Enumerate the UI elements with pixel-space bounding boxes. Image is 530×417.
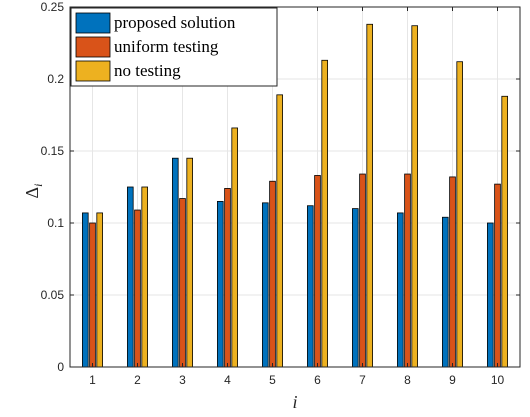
bar-no-testing-7 — [366, 23, 373, 368]
bar-no-testing-1 — [96, 212, 103, 368]
y-axis-label: Δi — [22, 184, 45, 199]
y-axis-label-main: Δ — [22, 187, 42, 199]
legend-swatch-proposed-solution — [75, 12, 111, 34]
bar-no-testing-5 — [276, 94, 283, 368]
x-tick-label-8: 8 — [404, 373, 411, 387]
plot-area-frame — [69, 6, 521, 368]
y-tick-label-5: 0.25 — [41, 0, 65, 14]
x-tick-label-1: 1 — [89, 373, 96, 387]
y-tick-label-4: 0.2 — [47, 72, 64, 86]
bar-uniform-testing-6 — [314, 175, 321, 368]
bar-proposed-solution-5 — [262, 202, 269, 368]
bar-uniform-testing-1 — [89, 222, 96, 368]
x-axis-label: i — [292, 392, 297, 412]
bar-uniform-testing-3 — [179, 198, 186, 368]
bar-no-testing-2 — [141, 186, 148, 368]
x-tick-label-4: 4 — [224, 373, 231, 387]
bar-proposed-solution-9 — [442, 216, 449, 368]
x-tick-label-6: 6 — [314, 373, 321, 387]
x-tick-label-7: 7 — [359, 373, 366, 387]
legend-label-no-testing: no testing — [114, 61, 181, 80]
bar-no-testing-9 — [456, 61, 463, 368]
bar-proposed-solution-7 — [352, 208, 359, 368]
y-tick-label-2: 0.1 — [47, 216, 64, 230]
bar-no-testing-4 — [231, 127, 238, 368]
bar-proposed-solution-4 — [217, 200, 224, 368]
x-tick-label-10: 10 — [491, 373, 505, 387]
bar-uniform-testing-8 — [404, 173, 411, 368]
legend-swatch-uniform-testing — [75, 36, 111, 58]
bar-proposed-solution-1 — [82, 212, 89, 368]
bar-uniform-testing-2 — [134, 209, 141, 368]
bar-proposed-solution-6 — [307, 205, 314, 368]
x-tick-label-5: 5 — [269, 373, 276, 387]
y-tick-label-0: 0 — [57, 360, 64, 374]
bar-uniform-testing-7 — [359, 173, 366, 368]
x-tick-label-2: 2 — [134, 373, 141, 387]
legend-label-proposed-solution: proposed solution — [114, 13, 236, 32]
legend-swatch-no-testing — [75, 60, 111, 82]
y-tick-label-1: 0.05 — [41, 288, 65, 302]
y-axis-ticks: 0 0.05 0.1 0.15 0.2 0.25 — [41, 0, 520, 374]
bar-uniform-testing-9 — [449, 176, 456, 368]
y-tick-label-3: 0.15 — [41, 144, 65, 158]
bar-no-testing-8 — [411, 25, 418, 368]
bar-uniform-testing-10 — [494, 183, 501, 368]
x-tick-label-3: 3 — [179, 373, 186, 387]
y-axis-label-subscript: i — [31, 184, 45, 187]
x-tick-label-9: 9 — [449, 373, 456, 387]
bar-no-testing-3 — [186, 157, 193, 368]
bar-no-testing-6 — [321, 59, 328, 368]
bar-uniform-testing-5 — [269, 180, 276, 368]
legend-label-uniform-testing: uniform testing — [114, 37, 219, 56]
bar-proposed-solution-3 — [172, 157, 179, 368]
bar-proposed-solution-8 — [397, 212, 404, 368]
legend: proposed solution uniform testing no testi… — [70, 7, 278, 87]
x-axis-ticks: 1 2 3 4 5 6 7 8 9 10 — [89, 7, 504, 387]
bar-uniform-testing-4 — [224, 188, 231, 368]
bar-no-testing-10 — [501, 95, 508, 368]
bar-proposed-solution-10 — [487, 222, 494, 368]
bar-proposed-solution-2 — [127, 186, 134, 368]
